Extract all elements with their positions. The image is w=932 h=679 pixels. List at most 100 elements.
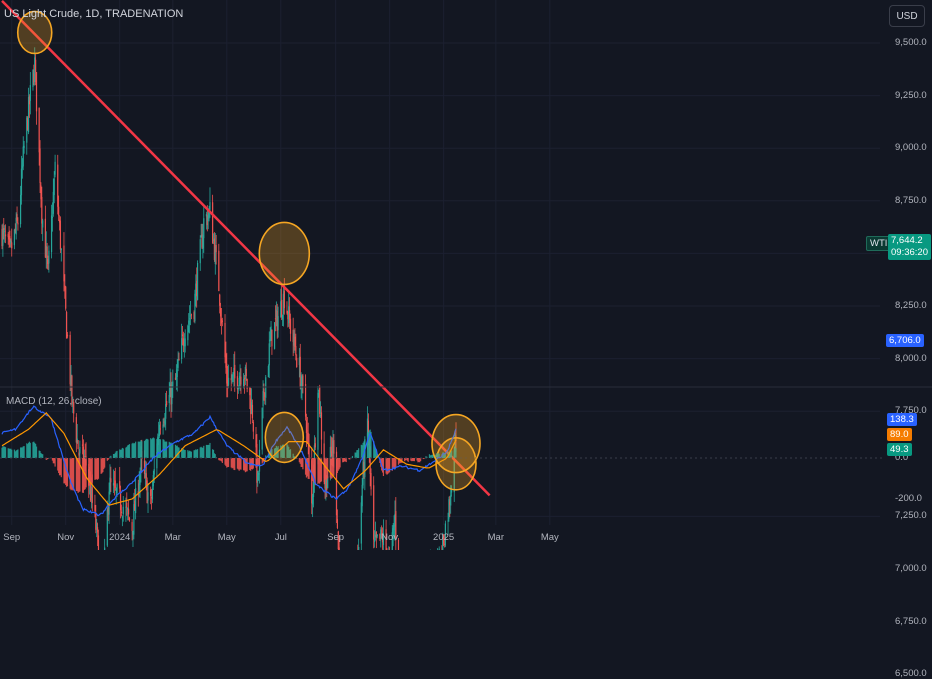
histogram-bar (11, 449, 13, 458)
price-tick-label: 8,000.0 (895, 352, 927, 364)
symbol-title[interactable]: US Light Crude, 1D, TRADENATION (4, 8, 184, 20)
price-chart[interactable] (0, 0, 932, 550)
histogram-bar (33, 441, 35, 458)
candle-body (286, 310, 288, 314)
price-tick-label: 9,000.0 (895, 142, 927, 154)
candle-body (306, 430, 308, 432)
candle-body (250, 398, 252, 415)
macd-indicator-label[interactable]: MACD (12, 26, close) (6, 396, 102, 407)
candle-body (110, 478, 112, 483)
candle-body (96, 523, 98, 528)
candle-body (94, 504, 96, 511)
candle-body (298, 357, 300, 366)
histogram-bar (121, 447, 123, 458)
candle-body (78, 452, 80, 456)
candle-body (40, 185, 42, 200)
histogram-bar (313, 458, 316, 483)
candle-body (46, 246, 48, 259)
histogram-bar (194, 450, 196, 458)
histogram-bar (304, 458, 307, 475)
histogram-bar (66, 458, 68, 487)
resistance-trendline[interactable] (1, 0, 491, 497)
candle-body (17, 222, 19, 225)
histogram-bar (206, 444, 208, 458)
candle-body (16, 214, 18, 221)
histogram-bar (159, 439, 162, 458)
histogram-bar (28, 441, 31, 458)
candle-body (147, 492, 149, 501)
histogram-bar (63, 458, 65, 484)
candle-body (33, 73, 35, 82)
time-tick-label: Mar (487, 532, 505, 543)
histogram-bar (312, 458, 314, 481)
histogram-bar (317, 458, 319, 484)
candle-body (82, 446, 85, 465)
candle-body (230, 378, 232, 381)
histogram-bar (151, 438, 154, 458)
currency-button[interactable]: USD (889, 5, 925, 27)
candle-body (335, 451, 338, 516)
candle-body (64, 285, 66, 290)
candle-body (79, 447, 81, 454)
candle-body (42, 220, 44, 228)
histogram-bar (345, 458, 347, 463)
price-tick-label: 6,750.0 (895, 615, 927, 627)
candle-body (263, 388, 265, 393)
histogram-bar (255, 458, 257, 468)
candle-body (295, 346, 297, 356)
histogram-bar (207, 444, 209, 458)
histogram-bar (288, 446, 290, 458)
candle-body (76, 438, 78, 443)
candle-body (201, 234, 203, 248)
candle-body (170, 384, 172, 405)
candle-body (443, 543, 446, 545)
candle-body (234, 364, 236, 379)
candle-body (138, 483, 140, 493)
histogram-bar (423, 458, 425, 459)
candle-body (54, 161, 56, 175)
candle-body (50, 215, 53, 253)
histogram-bar (158, 437, 160, 458)
candle-body (379, 533, 381, 540)
candle-body (312, 495, 314, 505)
candle-body (166, 400, 168, 406)
histogram-bar (299, 458, 301, 464)
candle-body (4, 230, 6, 233)
candle-body (119, 481, 121, 489)
candle-body (163, 421, 165, 423)
histogram-bar (189, 450, 191, 458)
candle-body (262, 391, 264, 407)
candle-body (175, 373, 177, 380)
candle-body (23, 145, 25, 148)
histogram-bar (362, 442, 364, 458)
histogram-bar (342, 458, 344, 463)
candle-body (301, 376, 303, 388)
candle-body (373, 538, 376, 543)
candle-body (90, 486, 92, 498)
histogram-bar (344, 458, 346, 462)
histogram-bar (319, 458, 321, 484)
candle-body (143, 460, 146, 474)
time-tick-label: 2025 (433, 532, 455, 543)
candle-body (22, 146, 24, 167)
candle-body (48, 250, 50, 264)
candle-body (225, 354, 227, 368)
candle-body (264, 392, 266, 397)
candle-body (39, 148, 41, 184)
candle-body (108, 491, 110, 515)
histogram-bar (52, 458, 54, 464)
histogram-bar (214, 454, 216, 458)
histogram-bar (143, 441, 146, 458)
histogram-bar (343, 458, 346, 462)
histogram-bar (275, 445, 277, 458)
candle-body (244, 366, 246, 379)
histogram-bar (195, 449, 197, 458)
histogram-bar (122, 448, 124, 458)
histogram-bar (19, 447, 22, 458)
candle-body (337, 531, 339, 550)
histogram-bar (381, 458, 384, 473)
candle-body (214, 246, 216, 265)
histogram-bar (202, 447, 204, 458)
candle-body (380, 529, 382, 539)
histogram-bar (244, 458, 246, 473)
